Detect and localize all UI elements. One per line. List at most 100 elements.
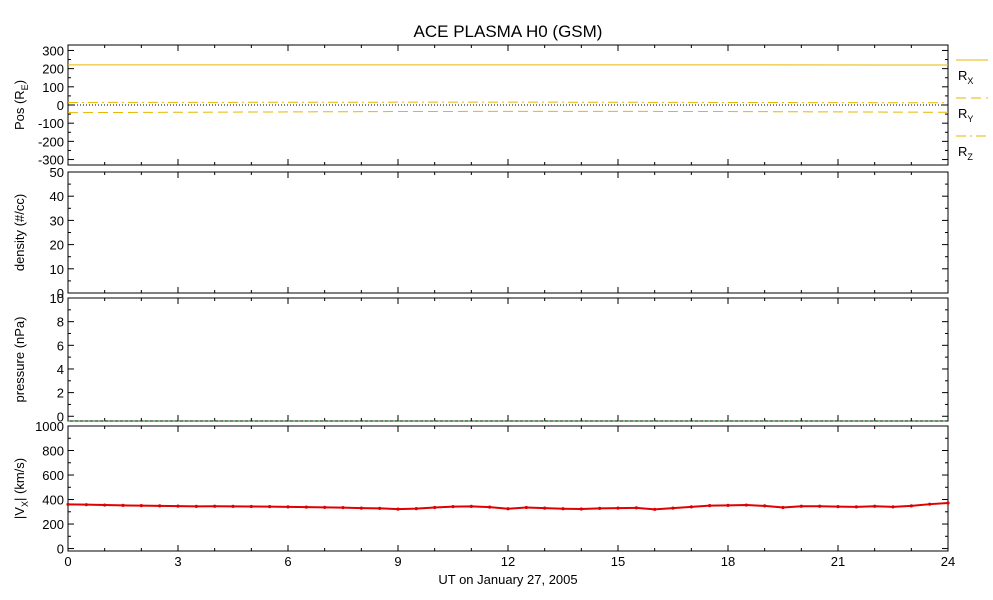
x-tick-label: 15 bbox=[611, 554, 625, 569]
y-tick-label: -200 bbox=[38, 134, 64, 149]
data-point bbox=[854, 505, 858, 509]
y-tick-label: 0 bbox=[57, 542, 64, 557]
data-point bbox=[249, 504, 253, 509]
legend-label-Y: RY bbox=[958, 106, 973, 124]
y-tick-label: -300 bbox=[38, 153, 64, 168]
y-axis-label-pressure: pressure (nPa) bbox=[12, 317, 27, 403]
y-tick-label: 2 bbox=[57, 386, 64, 401]
x-axis: 0 3 6 9 12 15 18 21 24 bbox=[64, 554, 955, 569]
x-axis-label: UT on January 27, 2005 bbox=[438, 572, 577, 587]
data-point bbox=[469, 504, 473, 508]
data-point bbox=[543, 506, 547, 510]
data-point bbox=[268, 505, 272, 509]
data-point bbox=[653, 507, 657, 511]
y-tick-label: 800 bbox=[42, 444, 64, 459]
series-line-position-1 bbox=[67, 110, 949, 114]
y-axis-label-position: Pos (RE) bbox=[12, 80, 30, 130]
y-tick-label: 100 bbox=[42, 80, 64, 95]
y-tick-label: 300 bbox=[42, 43, 64, 58]
data-point bbox=[213, 504, 217, 508]
panel-pressure: 0 2 4 6 8 10 pressure (nPa) bbox=[12, 291, 949, 424]
data-point bbox=[946, 501, 950, 505]
data-point bbox=[103, 503, 107, 507]
data-point bbox=[579, 507, 583, 511]
y-axis-label-density: density (#/cc) bbox=[12, 194, 27, 271]
data-point bbox=[891, 505, 895, 509]
data-point bbox=[873, 504, 877, 508]
y-tick-label: 200 bbox=[42, 62, 64, 77]
data-point bbox=[433, 505, 437, 510]
data-point bbox=[598, 506, 602, 510]
y-tick-label: 50 bbox=[50, 165, 64, 180]
legend-label-Z: RZ bbox=[958, 144, 973, 162]
data-point bbox=[396, 507, 400, 511]
y-tick-label: 200 bbox=[42, 517, 64, 532]
data-point bbox=[928, 502, 932, 506]
data-point bbox=[506, 507, 510, 511]
data-point bbox=[139, 504, 143, 508]
y-tick-label: 0 bbox=[57, 409, 64, 424]
data-point bbox=[708, 504, 712, 508]
data-point bbox=[286, 505, 290, 509]
data-point bbox=[451, 505, 455, 509]
x-tick-label: 6 bbox=[284, 554, 291, 569]
x-tick-label: 18 bbox=[721, 554, 735, 569]
data-point bbox=[726, 503, 730, 508]
data-point bbox=[763, 504, 767, 508]
data-point bbox=[836, 505, 840, 509]
data-point bbox=[799, 504, 803, 508]
panel-frame-density bbox=[67, 171, 949, 294]
data-point bbox=[359, 506, 363, 510]
data-point bbox=[158, 504, 162, 508]
y-tick-label: 10 bbox=[50, 262, 64, 277]
chart-title: ACE PLASMA H0 (GSM) bbox=[414, 22, 603, 41]
panel-frame-velocity bbox=[67, 425, 949, 552]
data-point bbox=[671, 506, 675, 510]
x-tick-label: 9 bbox=[394, 554, 401, 569]
y-tick-label: 600 bbox=[42, 468, 64, 483]
panel-position: -300 -200 -100 0 100 200 300 Pos (RE) RX RY RZ bbox=[12, 43, 988, 168]
data-point bbox=[231, 504, 235, 508]
data-point bbox=[121, 503, 125, 508]
x-tick-label: 24 bbox=[941, 554, 955, 569]
legend-label-X: RX bbox=[958, 68, 973, 86]
series-line-position-2 bbox=[67, 101, 949, 104]
x-tick-label: 21 bbox=[831, 554, 845, 569]
data-point bbox=[341, 506, 345, 510]
y-tick-label: 40 bbox=[50, 189, 64, 204]
data-point bbox=[818, 504, 822, 508]
y-tick-label: 4 bbox=[57, 362, 64, 377]
data-point bbox=[561, 507, 565, 511]
y-tick-label: -100 bbox=[38, 116, 64, 131]
data-point bbox=[634, 506, 638, 510]
y-tick-label: 6 bbox=[57, 338, 64, 353]
y-tick-label: 30 bbox=[50, 213, 64, 228]
y-tick-label: 8 bbox=[57, 315, 64, 330]
panel-density: 0 10 20 30 40 50 density (#/cc) bbox=[12, 165, 949, 301]
y-tick-label: 20 bbox=[50, 238, 64, 253]
data-point bbox=[414, 506, 418, 511]
data-point bbox=[176, 504, 180, 508]
data-point bbox=[84, 503, 88, 507]
panel-frame-pressure bbox=[67, 297, 949, 422]
data-point bbox=[689, 505, 693, 509]
data-point bbox=[194, 504, 198, 508]
y-axis-label-velocity: |VX| (km/s) bbox=[12, 458, 30, 519]
y-tick-label: 0 bbox=[57, 98, 64, 113]
data-point bbox=[488, 505, 492, 509]
data-point bbox=[378, 506, 382, 510]
data-point bbox=[616, 506, 620, 510]
panel-velocity: 0 200 400 600 800 1000 |VX| (km/s) bbox=[12, 419, 950, 557]
x-tick-label: 3 bbox=[174, 554, 181, 569]
x-tick-label: 12 bbox=[501, 554, 515, 569]
data-point bbox=[909, 504, 913, 508]
y-tick-label: 1000 bbox=[35, 419, 64, 434]
y-tick-label: 10 bbox=[50, 291, 64, 306]
data-point bbox=[524, 505, 528, 510]
data-point bbox=[66, 502, 70, 507]
data-point bbox=[323, 505, 327, 509]
x-tick-label: 0 bbox=[64, 554, 71, 569]
y-tick-label: 400 bbox=[42, 493, 64, 508]
